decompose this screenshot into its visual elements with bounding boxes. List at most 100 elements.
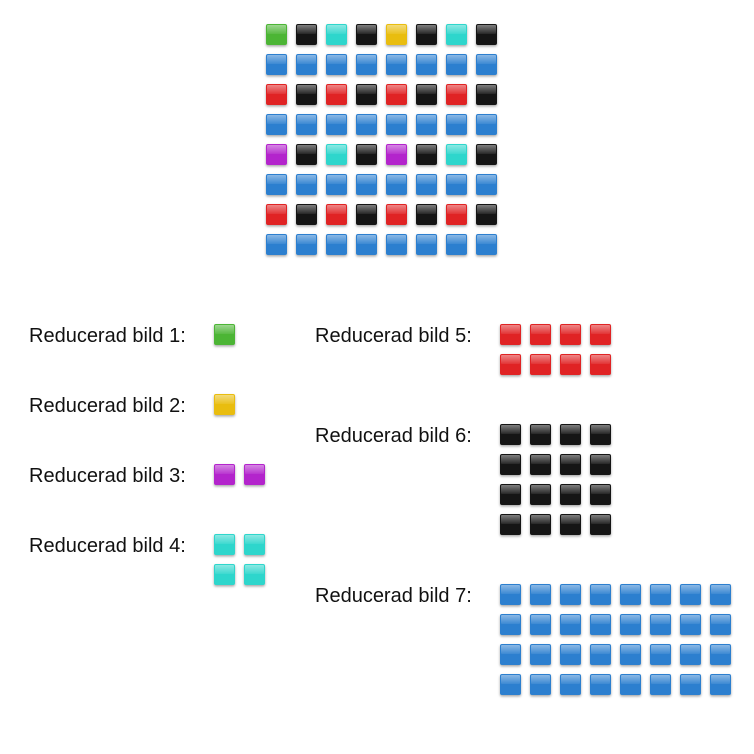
reduced-image-7-pixel-r3-c4 (590, 644, 611, 665)
reduced-image-7-pixel-r2-c3 (560, 614, 581, 635)
main-pixel-blue-r4-c1 (266, 114, 287, 135)
reduced-image-7-pixel-r1-c2 (530, 584, 551, 605)
reduced-image-4-pixel-r2-c2 (244, 564, 265, 585)
main-pixel-blue-r6-c3 (326, 174, 347, 195)
reduced-image-7-label: Reducerad bild 7: (315, 585, 472, 607)
reduced-image-7-pixel-r3-c5 (620, 644, 641, 665)
main-pixel-black-r1-c4 (356, 24, 377, 45)
reduced-image-4-pixel-r1-c2 (244, 534, 265, 555)
main-pixel-blue-r6-c4 (356, 174, 377, 195)
main-pixel-red-r3-c5 (386, 84, 407, 105)
reduced-image-5-pixel-r2-c4 (590, 354, 611, 375)
reduced-image-7-pixel-r1-c5 (620, 584, 641, 605)
reduced-image-6-pixel-r2-c1 (500, 454, 521, 475)
reduced-image-5-pixel-r1-c3 (560, 324, 581, 345)
main-pixel-cyan-r5-c7 (446, 144, 467, 165)
main-pixel-blue-r6-c1 (266, 174, 287, 195)
main-pixel-blue-r2-c3 (326, 54, 347, 75)
reduced-image-5-pixel-r1-c1 (500, 324, 521, 345)
reduced-image-7-pixel-r3-c7 (680, 644, 701, 665)
reduced-image-7-pixel-r3-c8 (710, 644, 731, 665)
main-pixel-black-r1-c6 (416, 24, 437, 45)
reduced-image-6-pixel-r2-c3 (560, 454, 581, 475)
main-pixel-cyan-r5-c3 (326, 144, 347, 165)
reduced-image-6-pixel-r3-c2 (530, 484, 551, 505)
reduced-image-7-pixel-r2-c7 (680, 614, 701, 635)
reduced-image-6-pixel-r4-c2 (530, 514, 551, 535)
reduced-image-7-pixel-r3-c6 (650, 644, 671, 665)
reduced-image-7-pixel-r4-c7 (680, 674, 701, 695)
reduced-image-7-pixel-r4-c2 (530, 674, 551, 695)
reduced-image-7-pixel-r4-c4 (590, 674, 611, 695)
reduced-image-7-pixel-r1-c3 (560, 584, 581, 605)
main-pixel-blue-r8-c8 (476, 234, 497, 255)
reduced-image-6-pixel-r4-c1 (500, 514, 521, 535)
main-pixel-black-r3-c4 (356, 84, 377, 105)
reduced-image-7-pixel-r2-c8 (710, 614, 731, 635)
main-pixel-black-r7-c6 (416, 204, 437, 225)
reduced-image-6-pixel-r4-c4 (590, 514, 611, 535)
reduced-image-6-pixel-r3-c3 (560, 484, 581, 505)
reduced-image-7-pixel-r4-c5 (620, 674, 641, 695)
reduced-image-6-pixel-r2-c2 (530, 454, 551, 475)
reduced-image-6-pixel-r1-c2 (530, 424, 551, 445)
main-pixel-black-r3-c6 (416, 84, 437, 105)
main-pixel-blue-r4-c7 (446, 114, 467, 135)
reduced-image-4-pixel-r1-c1 (214, 534, 235, 555)
reduced-image-5-pixel-r1-c2 (530, 324, 551, 345)
main-pixel-cyan-r1-c7 (446, 24, 467, 45)
main-pixel-blue-r8-c4 (356, 234, 377, 255)
main-pixel-blue-r4-c5 (386, 114, 407, 135)
reduced-image-7-pixel-r1-c4 (590, 584, 611, 605)
reduced-image-5-label: Reducerad bild 5: (315, 325, 472, 347)
main-pixel-blue-r2-c5 (386, 54, 407, 75)
reduced-image-1-label: Reducerad bild 1: (29, 325, 186, 347)
main-pixel-blue-r2-c1 (266, 54, 287, 75)
main-pixel-black-r1-c8 (476, 24, 497, 45)
main-pixel-blue-r4-c8 (476, 114, 497, 135)
main-pixel-blue-r4-c3 (326, 114, 347, 135)
main-pixel-blue-r2-c7 (446, 54, 467, 75)
main-pixel-red-r3-c1 (266, 84, 287, 105)
reduced-image-7-pixel-r2-c6 (650, 614, 671, 635)
reduced-image-5-pixel-r2-c2 (530, 354, 551, 375)
main-pixel-blue-r2-c8 (476, 54, 497, 75)
reduced-image-7-pixel-r2-c2 (530, 614, 551, 635)
reduced-image-1-pixel-r1-c1 (214, 324, 235, 345)
reduced-image-5-pixel-r2-c1 (500, 354, 521, 375)
main-pixel-green-r1-c1 (266, 24, 287, 45)
reduced-image-7-pixel-r2-c1 (500, 614, 521, 635)
main-pixel-black-r7-c4 (356, 204, 377, 225)
reduced-image-7-pixel-r3-c2 (530, 644, 551, 665)
main-pixel-blue-r6-c8 (476, 174, 497, 195)
main-pixel-blue-r8-c1 (266, 234, 287, 255)
main-pixel-red-r3-c7 (446, 84, 467, 105)
main-pixel-blue-r4-c6 (416, 114, 437, 135)
main-pixel-blue-r6-c2 (296, 174, 317, 195)
reduced-image-7-pixel-r1-c7 (680, 584, 701, 605)
reduced-image-2-pixel-r1-c1 (214, 394, 235, 415)
reduced-image-6-label: Reducerad bild 6: (315, 425, 472, 447)
reduced-image-7-pixel-r2-c4 (590, 614, 611, 635)
reduced-image-6-pixel-r1-c3 (560, 424, 581, 445)
main-pixel-blue-r4-c2 (296, 114, 317, 135)
reduced-image-5-pixel-r1-c4 (590, 324, 611, 345)
reduced-image-7-pixel-r2-c5 (620, 614, 641, 635)
main-pixel-red-r3-c3 (326, 84, 347, 105)
reduced-image-2-label: Reducerad bild 2: (29, 395, 186, 417)
main-pixel-blue-r8-c5 (386, 234, 407, 255)
main-pixel-blue-r4-c4 (356, 114, 377, 135)
reduced-image-5-pixel-r2-c3 (560, 354, 581, 375)
main-pixel-blue-r6-c5 (386, 174, 407, 195)
reduced-image-6-pixel-r1-c4 (590, 424, 611, 445)
main-pixel-blue-r2-c6 (416, 54, 437, 75)
main-pixel-black-r1-c2 (296, 24, 317, 45)
reduced-image-6-pixel-r4-c3 (560, 514, 581, 535)
reduced-image-4-pixel-r2-c1 (214, 564, 235, 585)
reduced-image-7-pixel-r4-c8 (710, 674, 731, 695)
reduced-image-6-pixel-r3-c1 (500, 484, 521, 505)
main-pixel-black-r5-c8 (476, 144, 497, 165)
main-pixel-red-r7-c1 (266, 204, 287, 225)
reduced-image-7-pixel-r1-c8 (710, 584, 731, 605)
